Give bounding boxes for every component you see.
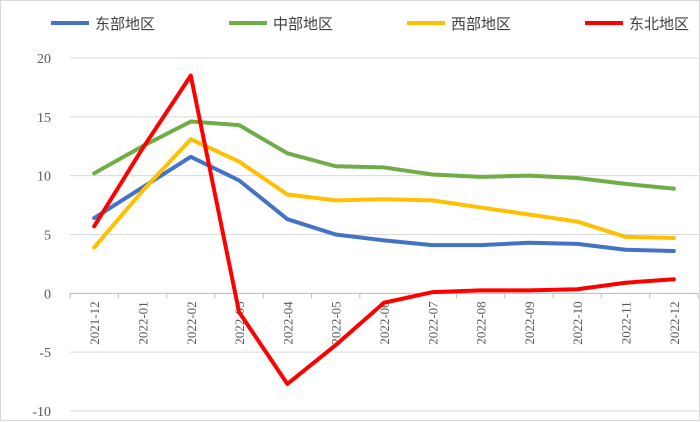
legend-label: 中部地区 — [273, 15, 333, 33]
legend-label: 东北地区 — [629, 15, 689, 33]
x-tick-label: 2022-12 — [667, 301, 682, 344]
x-tick-label: 2022-08 — [474, 301, 489, 344]
series-line — [92, 137, 676, 250]
x-tick-label: 2022-05 — [329, 301, 344, 344]
y-tick-label: 20 — [37, 52, 51, 67]
x-tick-label: 2022-04 — [280, 301, 295, 345]
y-tick-label: 10 — [37, 170, 51, 185]
x-tick-label: 2021-12 — [87, 301, 102, 344]
y-tick-label: 5 — [44, 229, 51, 244]
legend-label: 西部地区 — [451, 15, 511, 33]
legend-label: 东部地区 — [95, 15, 155, 33]
y-tick-label: -5 — [39, 346, 51, 361]
x-tick-label: 2022-02 — [184, 301, 199, 344]
x-tick-label: 2022-01 — [135, 301, 150, 344]
x-tick-label: 2022-10 — [570, 301, 585, 344]
y-tick-label: 0 — [44, 287, 51, 302]
x-tick-label: 2022-07 — [425, 301, 440, 345]
series-line — [92, 73, 676, 386]
x-tick-label: 2022-03 — [232, 301, 247, 344]
y-tick-label: -10 — [32, 405, 51, 420]
x-tick-label: 2022-11 — [619, 301, 634, 344]
series-line — [92, 154, 676, 253]
series-line — [92, 119, 676, 191]
x-tick-label: 2022-06 — [377, 301, 392, 345]
x-tick-label: 2022-09 — [522, 301, 537, 344]
y-tick-label: 15 — [37, 111, 51, 126]
